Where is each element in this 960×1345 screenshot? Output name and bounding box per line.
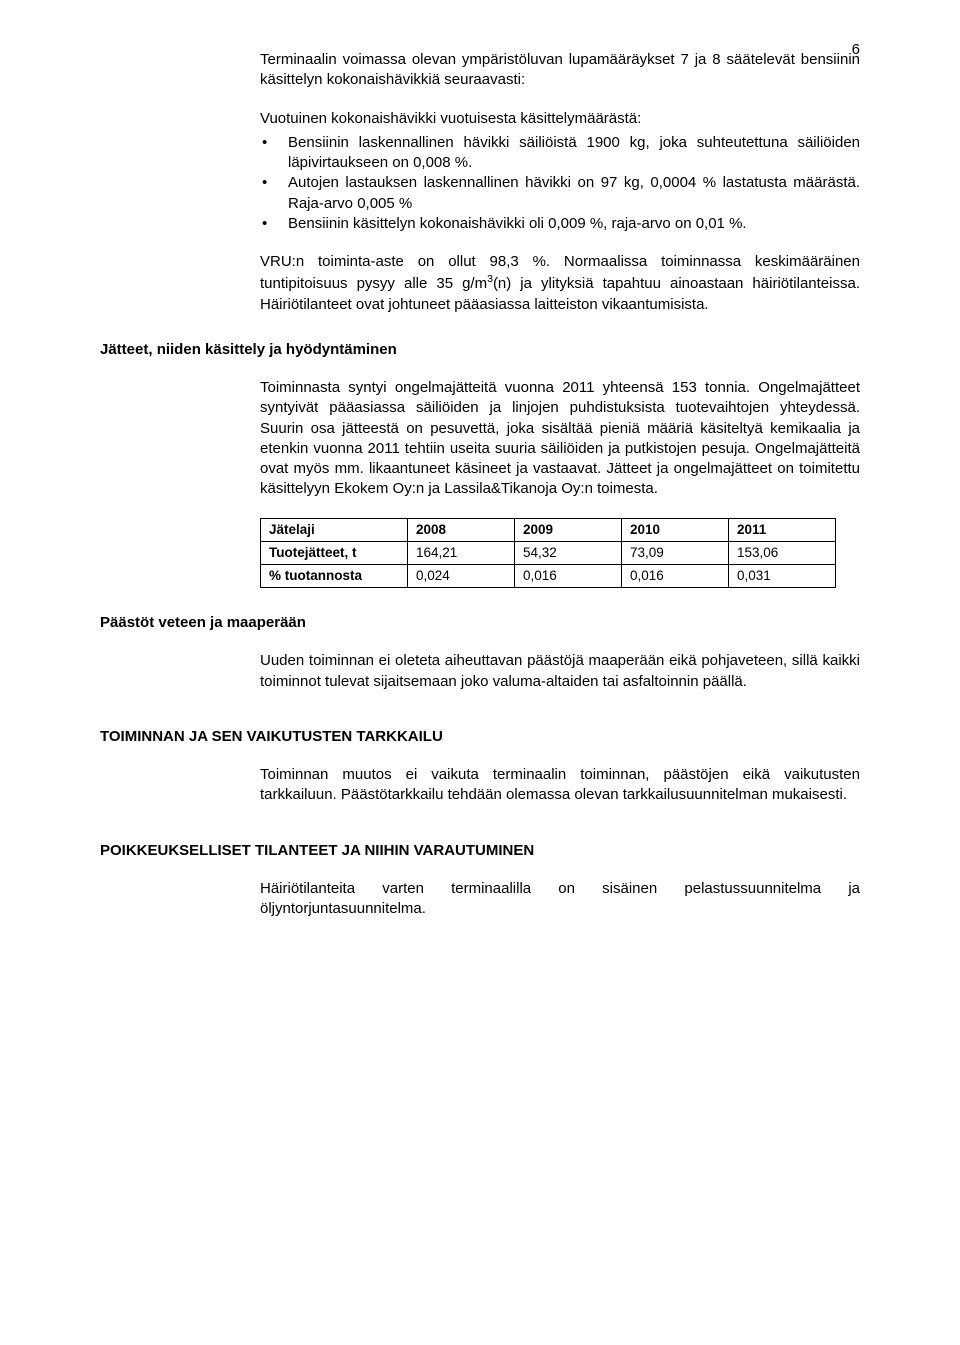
content-block-1: Terminaalin voimassa olevan ympäristöluv… bbox=[260, 50, 860, 315]
table-cell: 73,09 bbox=[622, 541, 729, 564]
table-row: % tuotannosta 0,024 0,016 0,016 0,031 bbox=[261, 564, 836, 587]
waste-heading: Jätteet, niiden käsittely ja hyödyntämin… bbox=[100, 340, 860, 360]
table-cell: 164,21 bbox=[408, 541, 515, 564]
monitor-heading: TOIMINNAN JA SEN VAIKUTUSTEN TARKKAILU bbox=[100, 727, 860, 747]
table-cell: 0,024 bbox=[408, 564, 515, 587]
except-para: Häiriötilanteita varten terminaalilla on… bbox=[260, 879, 860, 920]
table-cell: 0,016 bbox=[515, 564, 622, 587]
content-block-5: Häiriötilanteita varten terminaalilla on… bbox=[260, 879, 860, 920]
content-block-4: Toiminnan muutos ei vaikuta terminaalin … bbox=[260, 765, 860, 806]
table-row: Tuotejätteet, t 164,21 54,32 73,09 153,0… bbox=[261, 541, 836, 564]
table-cell: Tuotejätteet, t bbox=[261, 541, 408, 564]
except-heading: POIKKEUKSELLISET TILANTEET JA NIIHIN VAR… bbox=[100, 841, 860, 861]
waste-para: Toiminnasta syntyi ongelmajätteitä vuonn… bbox=[260, 378, 860, 500]
table-cell: 153,06 bbox=[729, 541, 836, 564]
emissions-para: Uuden toiminnan ei oleteta aiheuttavan p… bbox=[260, 651, 860, 692]
vru-para: VRU:n toiminta-aste on ollut 98,3 %. Nor… bbox=[260, 252, 860, 315]
table-header: 2009 bbox=[515, 518, 622, 541]
table-header-row: Jätelaji 2008 2009 2010 2011 bbox=[261, 518, 836, 541]
table-cell: % tuotannosta bbox=[261, 564, 408, 587]
page: 6 Terminaalin voimassa olevan ympäristöl… bbox=[0, 0, 960, 1345]
table-header: 2011 bbox=[729, 518, 836, 541]
table-cell: 0,031 bbox=[729, 564, 836, 587]
bullet-item: Autojen lastauksen laskennallinen hävikk… bbox=[260, 173, 860, 214]
intro-para: Terminaalin voimassa olevan ympäristöluv… bbox=[260, 50, 860, 91]
emissions-heading: Päästöt veteen ja maaperään bbox=[100, 613, 860, 633]
monitor-para: Toiminnan muutos ei vaikuta terminaalin … bbox=[260, 765, 860, 806]
bullet-item: Bensiinin käsittelyn kokonaishävikki oli… bbox=[260, 214, 860, 234]
page-number: 6 bbox=[852, 40, 860, 60]
waste-table: Jätelaji 2008 2009 2010 2011 Tuotejättee… bbox=[260, 518, 836, 589]
table-header: Jätelaji bbox=[261, 518, 408, 541]
table-header: 2010 bbox=[622, 518, 729, 541]
bullet-item: Bensiinin laskennallinen hävikki säiliöi… bbox=[260, 133, 860, 174]
table-cell: 54,32 bbox=[515, 541, 622, 564]
table-cell: 0,016 bbox=[622, 564, 729, 587]
content-block-3: Uuden toiminnan ei oleteta aiheuttavan p… bbox=[260, 651, 860, 692]
table-header: 2008 bbox=[408, 518, 515, 541]
bullet-list: Bensiinin laskennallinen hävikki säiliöi… bbox=[260, 133, 860, 234]
sub-intro: Vuotuinen kokonaishävikki vuotuisesta kä… bbox=[260, 109, 860, 129]
content-block-2: Toiminnasta syntyi ongelmajätteitä vuonn… bbox=[260, 378, 860, 588]
